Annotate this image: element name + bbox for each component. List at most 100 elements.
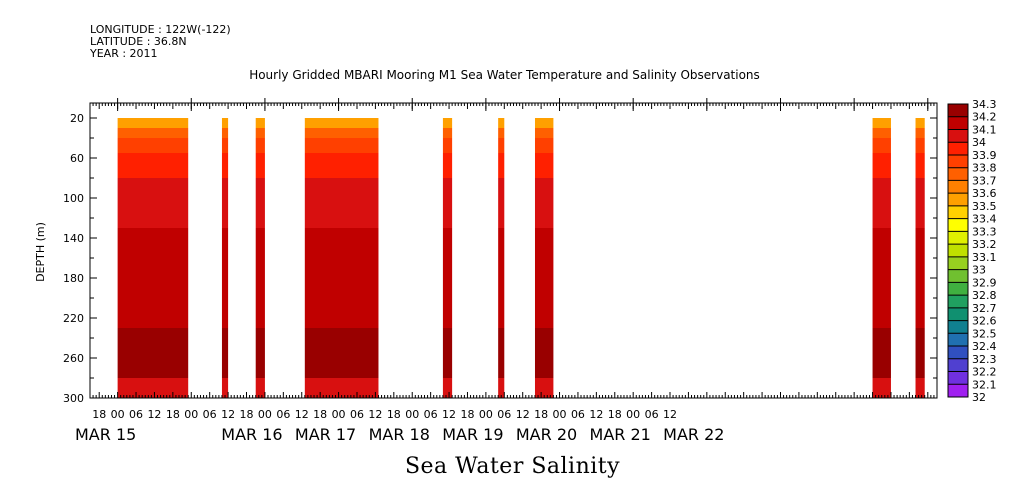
plot-area: [117, 118, 925, 398]
x-tick-label: 00: [111, 408, 125, 421]
heatmap-cell: [255, 228, 265, 328]
colorbar-swatch: [948, 256, 968, 270]
colorbar-label: 32.5: [972, 327, 997, 340]
date-label: MAR 17: [295, 425, 356, 444]
heatmap-cell: [915, 153, 925, 178]
heatmap-cell: [915, 138, 925, 153]
heatmap-cell: [304, 328, 379, 378]
heatmap-cell: [221, 118, 229, 128]
colorbar-label: 32.7: [972, 302, 997, 315]
colorbar-label: 34.2: [972, 111, 997, 124]
colorbar-label: 34.3: [972, 98, 997, 111]
x-tick-label: 00: [479, 408, 493, 421]
heatmap-cell: [872, 153, 891, 178]
y-tick-label: 300: [63, 392, 84, 405]
colorbar-swatch: [948, 282, 968, 296]
y-tick-label: 100: [63, 192, 84, 205]
heatmap-cell: [117, 178, 189, 228]
colorbar-swatch: [948, 154, 968, 168]
colorbar-swatch: [948, 231, 968, 245]
colorbar-swatch: [948, 205, 968, 219]
colorbar-label: 33.2: [972, 238, 997, 251]
date-label: MAR 18: [369, 425, 430, 444]
heatmap-cell: [534, 378, 554, 398]
heatmap-cell: [442, 378, 453, 398]
heatmap-cell: [915, 228, 925, 328]
heatmap-cell: [117, 328, 189, 378]
heatmap-cell: [872, 128, 891, 138]
x-tick-label: 18: [387, 408, 401, 421]
x-tick-label: 00: [258, 408, 272, 421]
heatmap-cell: [872, 178, 891, 228]
colorbar-label: 33.8: [972, 162, 997, 175]
heatmap-cell: [872, 328, 891, 378]
x-tick-label: 12: [221, 408, 235, 421]
colorbar-swatch: [948, 104, 968, 117]
heatmap-cell: [117, 128, 189, 138]
heatmap-cell: [534, 138, 554, 153]
colorbar-swatch: [948, 333, 968, 347]
colorbar-label: 33: [972, 264, 986, 277]
y-tick-label: 60: [70, 152, 84, 165]
heatmap-cell: [221, 178, 229, 228]
heatmap-cell: [442, 153, 453, 178]
x-tick-label: 00: [332, 408, 346, 421]
colorbar-label: 32.2: [972, 366, 997, 379]
x-tick-label: 18: [92, 408, 106, 421]
heatmap-cell: [498, 118, 505, 128]
x-tick-label: 06: [497, 408, 511, 421]
colorbar-swatch: [948, 320, 968, 334]
colorbar-swatch: [948, 218, 968, 232]
x-tick-label: 12: [442, 408, 456, 421]
heatmap-cell: [117, 118, 189, 128]
heatmap-cell: [534, 328, 554, 378]
heatmap-cell: [255, 138, 265, 153]
heatmap-cell: [255, 378, 265, 398]
heatmap-cell: [255, 178, 265, 228]
x-tick-label: 12: [295, 408, 309, 421]
x-tick-label: 12: [147, 408, 161, 421]
x-tick-label: 18: [608, 408, 622, 421]
x-tick-label: 18: [313, 408, 327, 421]
heatmap-cell: [498, 178, 505, 228]
colorbar-label: 33.4: [972, 213, 997, 226]
heatmap-cell: [221, 138, 229, 153]
heatmap-cell: [442, 128, 453, 138]
heatmap-cell: [872, 118, 891, 128]
heatmap-cell: [534, 153, 554, 178]
colorbar-label: 32.4: [972, 340, 997, 353]
colorbar-label: 33.9: [972, 149, 997, 162]
heatmap-cell: [255, 128, 265, 138]
heatmap-cell: [915, 118, 925, 128]
heatmap-cell: [915, 128, 925, 138]
colorbar-swatch: [948, 384, 968, 397]
x-tick-label: 18: [534, 408, 548, 421]
heatmap-cell: [442, 178, 453, 228]
heatmap-cell: [498, 153, 505, 178]
x-tick-label: 12: [516, 408, 530, 421]
heatmap-cell: [872, 228, 891, 328]
colorbar-label: 33.5: [972, 200, 997, 213]
y-tick-label: 220: [63, 312, 84, 325]
heatmap-cell: [498, 228, 505, 328]
longitude-label: LONGITUDE : 122W(-122): [90, 23, 231, 36]
colorbar-swatch: [948, 180, 968, 194]
heatmap-cell: [872, 378, 891, 398]
x-tick-label: 06: [203, 408, 217, 421]
heatmap-cell: [872, 138, 891, 153]
x-tick-label: 06: [276, 408, 290, 421]
heatmap-cell: [221, 128, 229, 138]
heatmap-cell: [498, 138, 505, 153]
heatmap-cell: [442, 328, 453, 378]
heatmap-cell: [304, 138, 379, 153]
y-tick-label: 180: [63, 272, 84, 285]
heatmap-cell: [304, 378, 379, 398]
x-tick-label: 00: [405, 408, 419, 421]
heatmap-cell: [304, 228, 379, 328]
colorbar-label: 33.7: [972, 174, 997, 187]
chart-title: Hourly Gridded MBARI Mooring M1 Sea Wate…: [249, 68, 760, 82]
metadata-block: LONGITUDE : 122W(-122) LATITUDE : 36.8N …: [90, 24, 231, 60]
heatmap-cell: [534, 128, 554, 138]
x-tick-label: 06: [571, 408, 585, 421]
heatmap-cell: [534, 118, 554, 128]
